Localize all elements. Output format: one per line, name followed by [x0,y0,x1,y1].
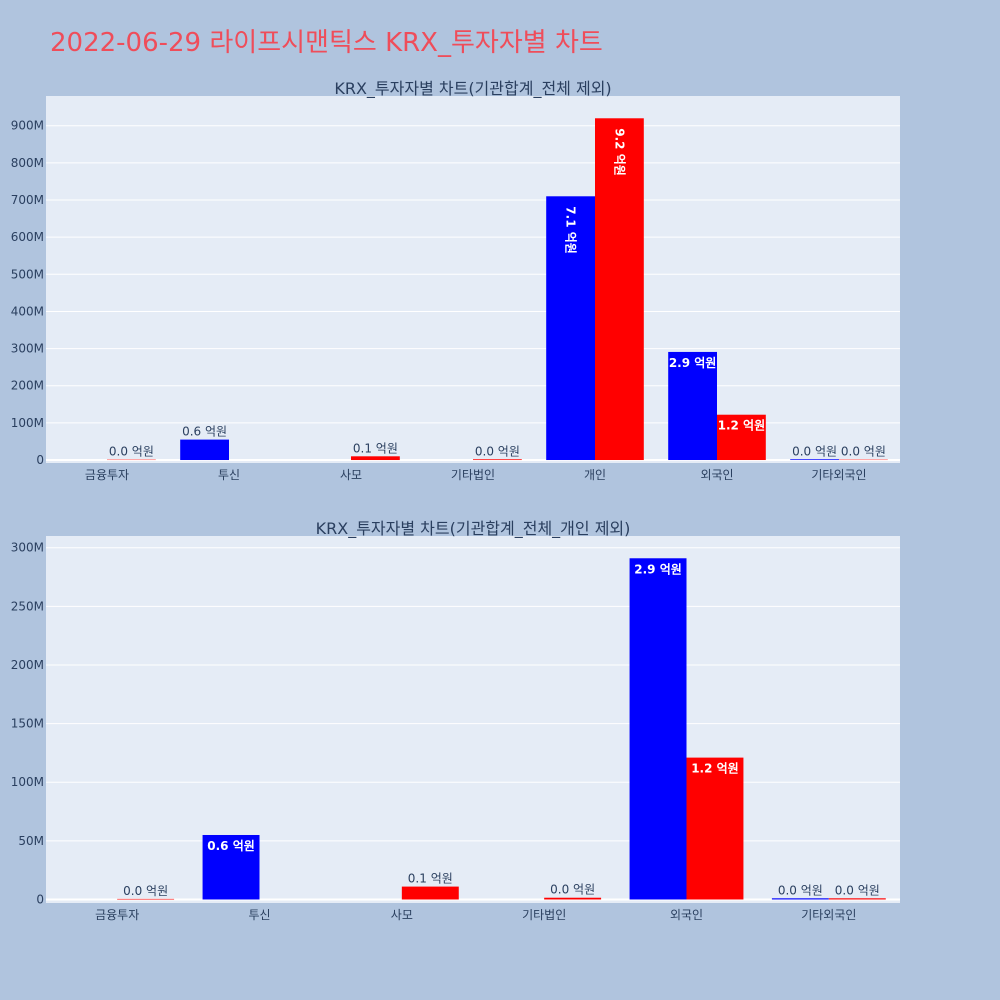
x-tick-label: 외국인 [700,468,733,482]
chart-excl-institution-individual: KRX_투자자별 차트(기관합계_전체_개인 제외) 0 50M 100M 150M 20… [11,519,900,922]
data-label: 0.0 억원 [109,445,154,459]
plot-area [46,536,900,903]
x-tick-label: 개인 [584,468,606,482]
y-tick-label: 150M [11,717,44,731]
y-tick-label: 800M [11,156,44,170]
buy-bar [202,834,260,900]
y-tick-label: 250M [11,599,44,613]
data-label: 0.6 억원 [182,425,227,439]
data-label: 1.2 억원 [718,419,766,433]
x-tick-label: 기타법인 [522,908,566,922]
x-tick-label: 투신 [248,908,270,922]
y-tick-label: 300M [11,342,44,356]
buy-bar [790,459,839,461]
y-tick-label: 600M [11,230,44,244]
chart-title: KRX_투자자별 차트(기관합계_전체 제외) [334,79,611,99]
x-tick-label: 기타외국인 [811,468,866,482]
sell-bar [828,898,886,900]
data-label: 0.0 억원 [841,445,886,459]
y-tick-label: 200M [11,658,44,672]
buy-bar [668,351,717,461]
sell-bar [117,898,175,900]
sell-bar [686,757,744,900]
y-tick-label: 100M [11,775,44,789]
sell-bar [351,456,400,461]
x-tick-label: 사모 [391,908,413,922]
data-label: 2.9 억원 [669,356,717,370]
x-tick-label: 외국인 [670,908,703,922]
buy-bar [629,558,687,900]
chart-title: KRX_투자자별 차트(기관합계_전체_개인 제외) [316,519,631,539]
page-title: 2022-06-29 라이프시맨틱스 KRX_투자자별 차트 [50,28,603,58]
data-label: 0.0 억원 [778,883,823,897]
sell-bar [544,897,602,900]
sell-bar [473,459,522,461]
y-tick-label: 200M [11,379,44,393]
data-label: 2.9 억원 [634,562,682,576]
x-tick-label: 투신 [218,468,240,482]
data-label: 0.1 억원 [353,441,398,455]
data-label: 0.0 억원 [550,883,595,897]
chart-total-excl-institution: KRX_투자자별 차트(기관합계_전체 제외) 0 100M 200M 300M 400M… [11,79,900,482]
y-tick-label: 500M [11,267,44,281]
data-label: 0.0 억원 [475,444,520,458]
x-tick-label: 기타법인 [451,468,495,482]
data-label: 0.0 억원 [835,883,880,897]
y-tick-label: 300M [11,541,44,555]
data-label: 0.0 억원 [792,444,837,458]
sell-bar [595,118,644,461]
sell-bar [717,414,766,461]
plot-area [46,96,900,463]
y-tick-label: 0 [36,892,44,906]
x-tick-label: 기타외국인 [801,908,856,922]
data-label: 0.0 억원 [123,884,168,898]
buy-bar [771,898,829,900]
data-label: 0.1 억원 [408,872,453,886]
x-tick-label: 사모 [340,468,362,482]
data-label: 1.2 억원 [691,762,739,776]
buy-bar [546,196,595,461]
buy-bar [180,439,229,461]
sell-bar [401,886,459,900]
y-tick-label: 100M [11,416,44,430]
y-tick-label: 700M [11,193,44,207]
data-label: 7.1 억원 [564,206,578,254]
data-label: 9.2 억원 [612,128,626,176]
data-label: 0.6 억원 [207,839,255,853]
y-tick-label: 0 [36,453,44,467]
y-tick-label: 50M [18,834,44,848]
y-tick-label: 400M [11,304,44,318]
x-tick-label: 금융투자 [95,908,139,922]
y-tick-label: 900M [11,119,44,133]
x-tick-label: 금융투자 [85,468,129,482]
